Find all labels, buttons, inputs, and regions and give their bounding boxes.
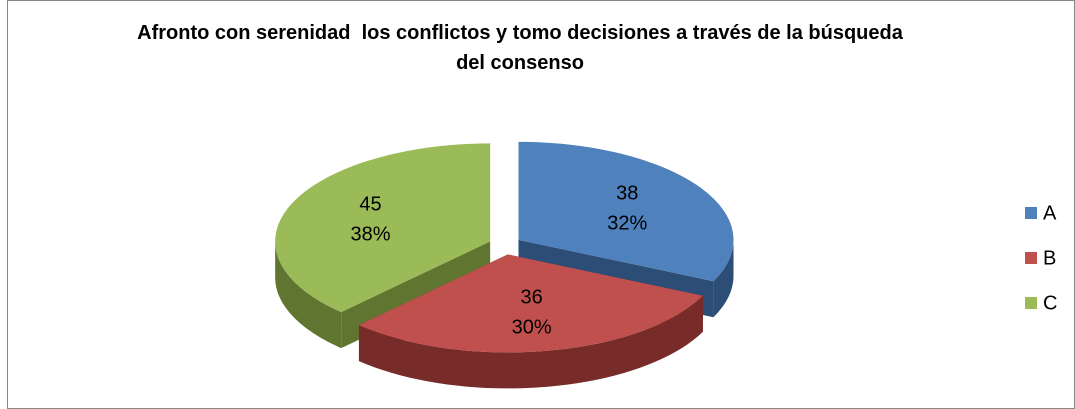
legend-swatch	[1025, 207, 1037, 219]
legend-swatch	[1025, 252, 1037, 264]
slice-top	[275, 143, 491, 313]
legend-label: B	[1043, 247, 1056, 269]
data-label: 38	[616, 183, 638, 205]
legend-label: A	[1043, 202, 1057, 224]
percent-label: 38%	[350, 224, 390, 246]
chart-title: Afronto con serenidad los conflictos y t…	[137, 22, 909, 74]
percent-label: 30%	[512, 317, 552, 339]
slice-top	[518, 141, 734, 282]
slice-side	[713, 239, 734, 318]
percent-label: 32%	[607, 213, 647, 235]
data-label: 45	[359, 194, 381, 216]
slice	[358, 254, 703, 389]
data-label: 36	[521, 287, 543, 309]
legend-label: C	[1043, 292, 1057, 314]
slice-side	[358, 295, 703, 389]
legend-swatch	[1025, 297, 1037, 309]
slice-top	[358, 254, 703, 353]
slice-side	[275, 241, 342, 349]
